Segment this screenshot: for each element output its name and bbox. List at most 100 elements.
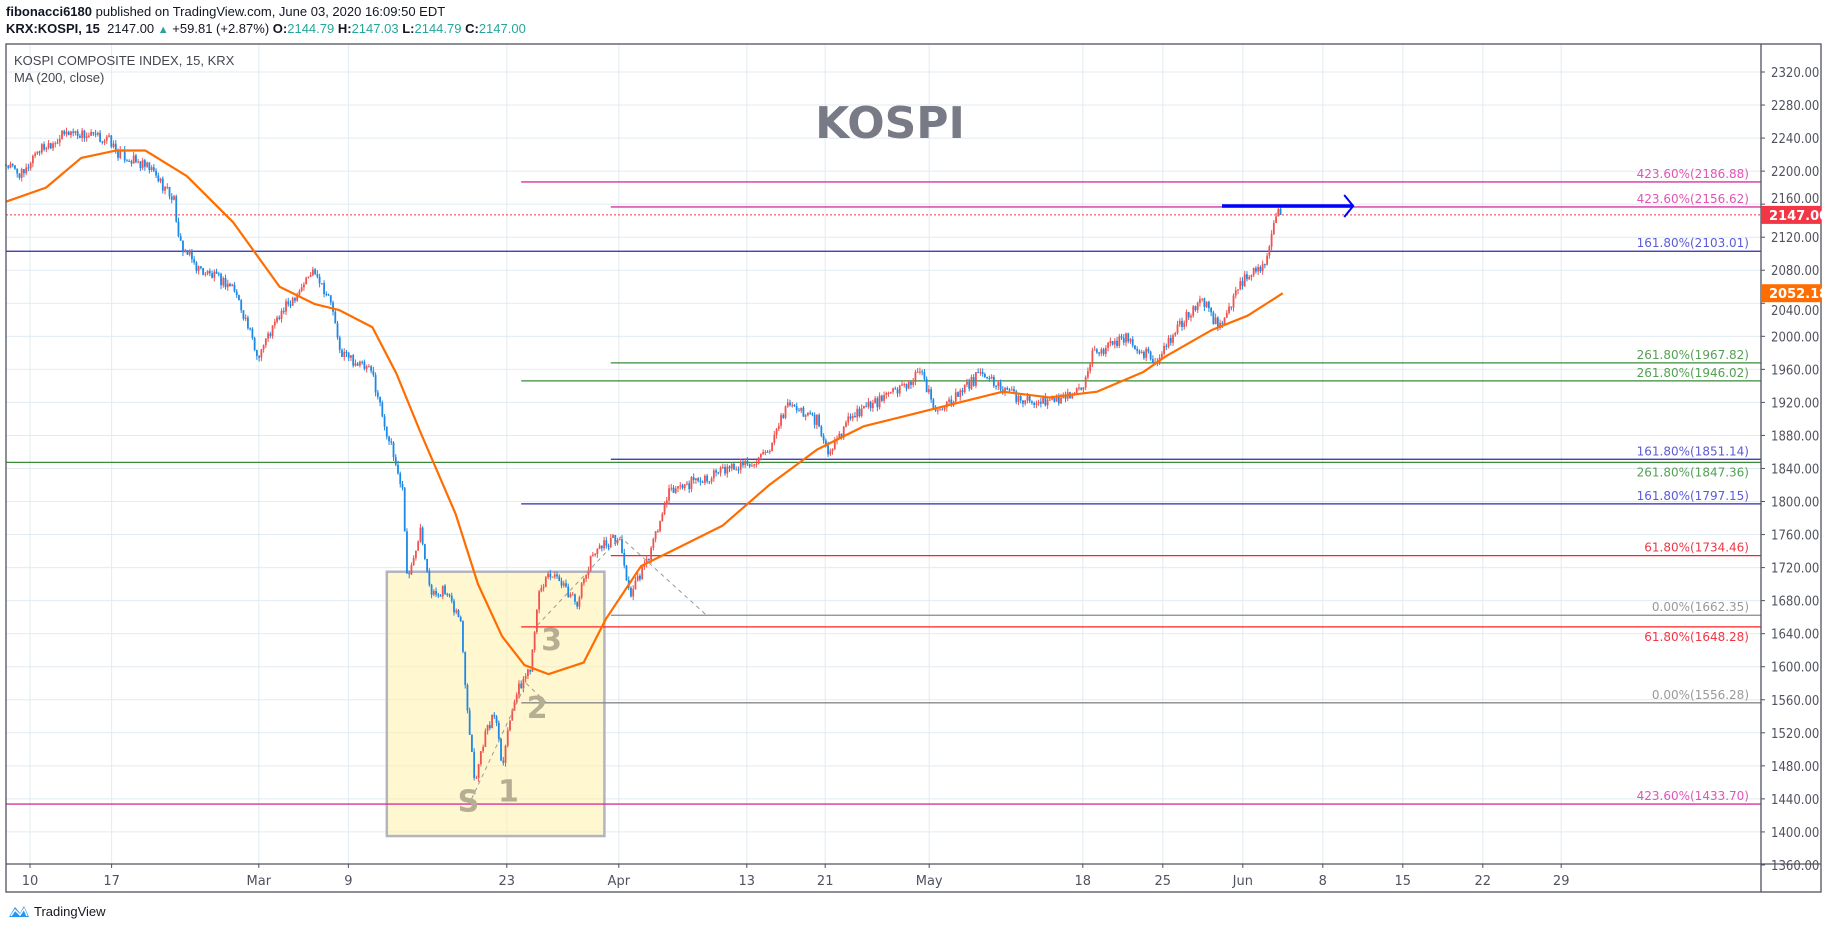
candle-body [428,571,431,585]
candle-body [1055,396,1058,402]
chart-title[interactable]: KOSPI [815,98,965,149]
candle-body [372,370,375,376]
candle-body [833,440,836,450]
price-tick-label: 2320.00 [1771,66,1819,81]
candle-body [757,457,760,464]
highlight-rectangle[interactable] [385,570,606,838]
candle-body [1275,216,1277,223]
wave-label[interactable]: 1 [498,774,519,809]
candle-body [587,570,590,576]
candle-body [45,147,48,150]
candle-body [578,597,581,607]
candle-body [786,402,789,407]
time-tick-label: 9 [344,874,352,889]
candle-body [941,409,944,411]
candle-body [287,301,290,305]
candle-body [253,337,256,351]
candle-body [500,738,502,761]
author-name[interactable]: fibonacci6180 [6,4,92,19]
wave-label[interactable]: 3 [541,623,562,658]
candle-body [663,504,666,514]
candle-body [1234,290,1237,296]
candle-body [907,381,910,389]
close-label: C: [465,21,479,36]
wave-dashed-line[interactable] [471,682,548,800]
candle-body [677,486,679,489]
candle-body [258,355,261,358]
candle-body [1127,333,1130,342]
annotations[interactable]: S 1 2 3 [458,194,1355,819]
candle-body [898,385,901,394]
candle-body [9,164,12,168]
candle-body [871,403,874,408]
candle-body [495,716,498,723]
candle-body [132,155,135,164]
candle-body [829,451,832,455]
candle-body [291,298,294,306]
candle-body [583,578,585,584]
candle-body [1113,340,1116,345]
candle-body [818,414,821,427]
candle-body [1187,312,1190,318]
candle-body [298,290,301,295]
candle-body [61,130,63,139]
wave-dashed-line[interactable] [536,536,708,626]
candle-body [29,163,32,169]
candle-body [914,371,917,383]
candle-body [247,317,249,329]
candle-body [883,395,885,401]
symbol-info: KRX:KOSPI, 15 2147.00 ▲ +59.81 (+2.87%) … [6,21,526,36]
tradingview-logo[interactable]: TradingView [8,903,106,919]
candle-body [625,565,628,581]
candle-body [1219,322,1221,328]
candle-body [466,684,469,711]
candle-body [459,617,462,622]
wave-label[interactable]: S [458,784,480,819]
candle-body [1116,340,1118,346]
fib-label: 0.00%(1556.28) [1652,688,1749,702]
candle-body [70,131,72,136]
candle-body [273,321,276,326]
candle-body [983,373,986,377]
price-tick-label: 2240.00 [1771,132,1819,147]
time-axis[interactable]: 10 17 Mar 9 23 Apr 13 21 May 18 25 Jun 8 15 22 29 [22,864,1570,889]
candle-body [379,396,381,403]
price-tick-label: 1800.00 [1771,496,1819,511]
fib-levels[interactable]: 423.60%(2186.88) 423.60%(2156.62) 161.80%(… [6,167,1761,805]
candle-body [441,585,444,597]
candle-body [406,531,408,574]
candle-body [1174,333,1177,336]
candle-body [1216,317,1219,328]
candle-body [609,538,612,547]
candle-body [912,382,915,385]
candle-body [1095,349,1098,353]
price-tick-label: 1360.00 [1771,859,1819,874]
time-tick-label: 22 [1475,874,1492,889]
candle-body [1232,295,1235,308]
wave-label[interactable]: 2 [527,691,548,726]
candle-body [1122,337,1125,343]
candle-body [939,409,941,411]
candle-body [74,131,77,134]
candle-body [905,384,908,389]
candle-body [562,583,565,586]
candle-body [63,130,66,135]
candle-body [186,250,189,255]
highlight-box[interactable] [385,570,606,838]
candle-body [887,392,890,394]
candle-body [529,669,532,672]
legend-indicator[interactable]: MA (200, close) [14,70,105,85]
price-axis[interactable]: 2320.00 2280.00 2240.00 2200.00 2160.00 2120.… [1761,66,1828,874]
candle-body [482,746,485,752]
price-tag-label: 2052.18 [1769,287,1828,302]
candle-body [1250,275,1253,277]
candle-body [1223,317,1226,325]
candle-body [224,277,227,288]
candle-body [260,349,263,358]
candle-body [822,435,825,441]
publish-info: fibonacci6180 published on TradingView.c… [6,4,445,19]
candle-body [1008,389,1011,391]
candle-body [1163,345,1165,355]
legend-title[interactable]: KOSPI COMPOSITE INDEX, 15, KRX [14,53,235,68]
